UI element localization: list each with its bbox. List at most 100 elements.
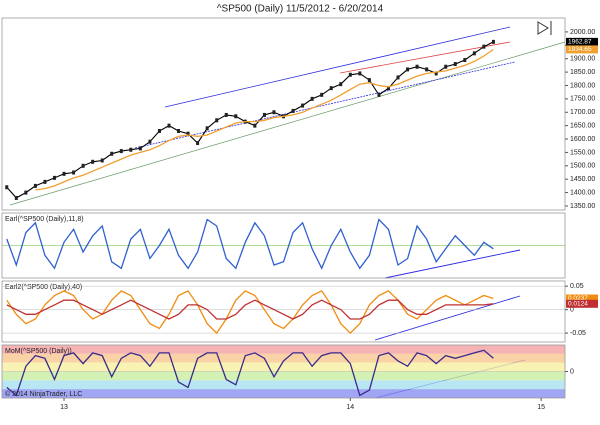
y-tick-label: 0.05 [570, 283, 584, 290]
price-marker [566, 45, 598, 54]
price-bar [301, 103, 305, 108]
trend-line [339, 41, 511, 74]
zone-band [2, 380, 565, 390]
series-line [35, 48, 494, 191]
y-tick-label: 1800.00 [570, 82, 595, 89]
price-bar [367, 78, 371, 83]
y-tick-label: -0.05 [570, 330, 586, 337]
y-tick-label: 2000.00 [570, 29, 595, 36]
panel-label: MoM(^SP500 (Daily)) [5, 348, 72, 355]
zone-band [2, 371, 565, 381]
series-line [6, 349, 494, 397]
price-bar [157, 129, 161, 134]
price-bar [262, 112, 266, 117]
price-bar [205, 126, 209, 131]
price-bar [463, 58, 467, 63]
panel-frame [1, 17, 566, 211]
price-bar [358, 71, 362, 76]
price-bar [291, 108, 295, 113]
price-bar [396, 75, 400, 80]
price-bar [215, 118, 219, 123]
zone-band [2, 353, 565, 363]
y-tick-label: 1650.00 [570, 122, 595, 129]
price-marker-label: 1934.65 [568, 46, 592, 53]
price-bar [24, 190, 28, 195]
trend-line [164, 26, 511, 108]
x-tick-label: 14 [346, 404, 354, 411]
price-bar [348, 72, 352, 77]
zone-band [2, 389, 565, 398]
price-bar [491, 39, 495, 44]
price-bar [224, 112, 228, 117]
price-bar [453, 62, 457, 67]
price-bar [110, 151, 114, 156]
price-bar [386, 86, 390, 91]
price-bar [62, 171, 66, 176]
price-bar [444, 64, 448, 69]
series-line [6, 299, 494, 320]
price-bar [5, 185, 9, 190]
trend-line [9, 41, 566, 206]
price-bar [377, 92, 381, 97]
price-bar [425, 67, 429, 72]
price-bar [406, 67, 410, 72]
y-tick-label: 1750.00 [570, 96, 595, 103]
price-bar [72, 170, 76, 175]
price-bar [148, 139, 152, 144]
price-bar [329, 86, 333, 91]
y-tick-label: 0 [570, 306, 574, 313]
price-bar [177, 129, 181, 134]
price-bar [100, 158, 104, 163]
x-tick-label: 13 [60, 404, 68, 411]
zone-band [2, 362, 565, 372]
trend-lines [9, 26, 566, 399]
y-tick-label: 1400.00 [570, 189, 595, 196]
toolbar-icons[interactable] [537, 21, 552, 35]
price-bar [234, 114, 238, 119]
y-tick-label: 1550.00 [570, 149, 595, 156]
y-tick-label: 1600.00 [570, 136, 595, 143]
chart-title: ^SP500 (Daily) 11/5/2012 - 6/20/2014 [217, 4, 384, 15]
price-bar [33, 183, 37, 188]
price-marker-label: 1962.87 [568, 39, 592, 46]
play-icon[interactable] [537, 21, 549, 35]
price-marker-label: 0.0124 [568, 301, 588, 308]
price-bar [186, 131, 190, 136]
price-marker-label: 0.0237 [568, 295, 588, 302]
panel-frame [1, 212, 566, 279]
price-bar [482, 44, 486, 49]
price-marker [566, 37, 598, 46]
trend-line [374, 295, 521, 341]
price-bar [272, 110, 276, 115]
zone-band [2, 345, 565, 354]
trend-line [384, 249, 521, 279]
footnote: © 2014 NinjaTrader, LLC [5, 390, 82, 398]
y-tick-label: 1450.00 [570, 176, 595, 183]
y-tick-label: 1850.00 [570, 69, 595, 76]
trend-line [134, 61, 516, 149]
price-bar [339, 82, 343, 87]
series-line [6, 218, 494, 270]
y-tick-label: 1900.00 [570, 56, 595, 63]
price-bar [129, 147, 133, 152]
price-bar [472, 51, 476, 56]
series-line [6, 290, 494, 335]
price-bar [310, 96, 314, 101]
y-tick-label: 1500.00 [570, 163, 595, 170]
panel-label: Earl2(^SP500 (Daily),40) [5, 284, 82, 291]
price-marker [566, 294, 598, 303]
price-bar [52, 175, 56, 180]
panel-label: Earl(^SP500 (Daily),11,8) [5, 216, 84, 223]
price-bar [91, 159, 95, 164]
price-marker [566, 299, 598, 308]
price-bar [196, 141, 200, 146]
price-bar [253, 123, 257, 128]
y-tick-label: 0 [570, 368, 574, 375]
x-tick-label: 15 [537, 404, 545, 411]
panel-frame [1, 280, 566, 343]
price-bar [119, 149, 123, 154]
price-bar [320, 92, 324, 97]
price-bar [43, 179, 47, 184]
price-bar [434, 71, 438, 76]
